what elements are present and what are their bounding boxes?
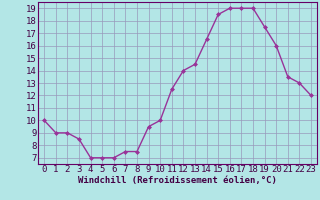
X-axis label: Windchill (Refroidissement éolien,°C): Windchill (Refroidissement éolien,°C) (78, 176, 277, 185)
